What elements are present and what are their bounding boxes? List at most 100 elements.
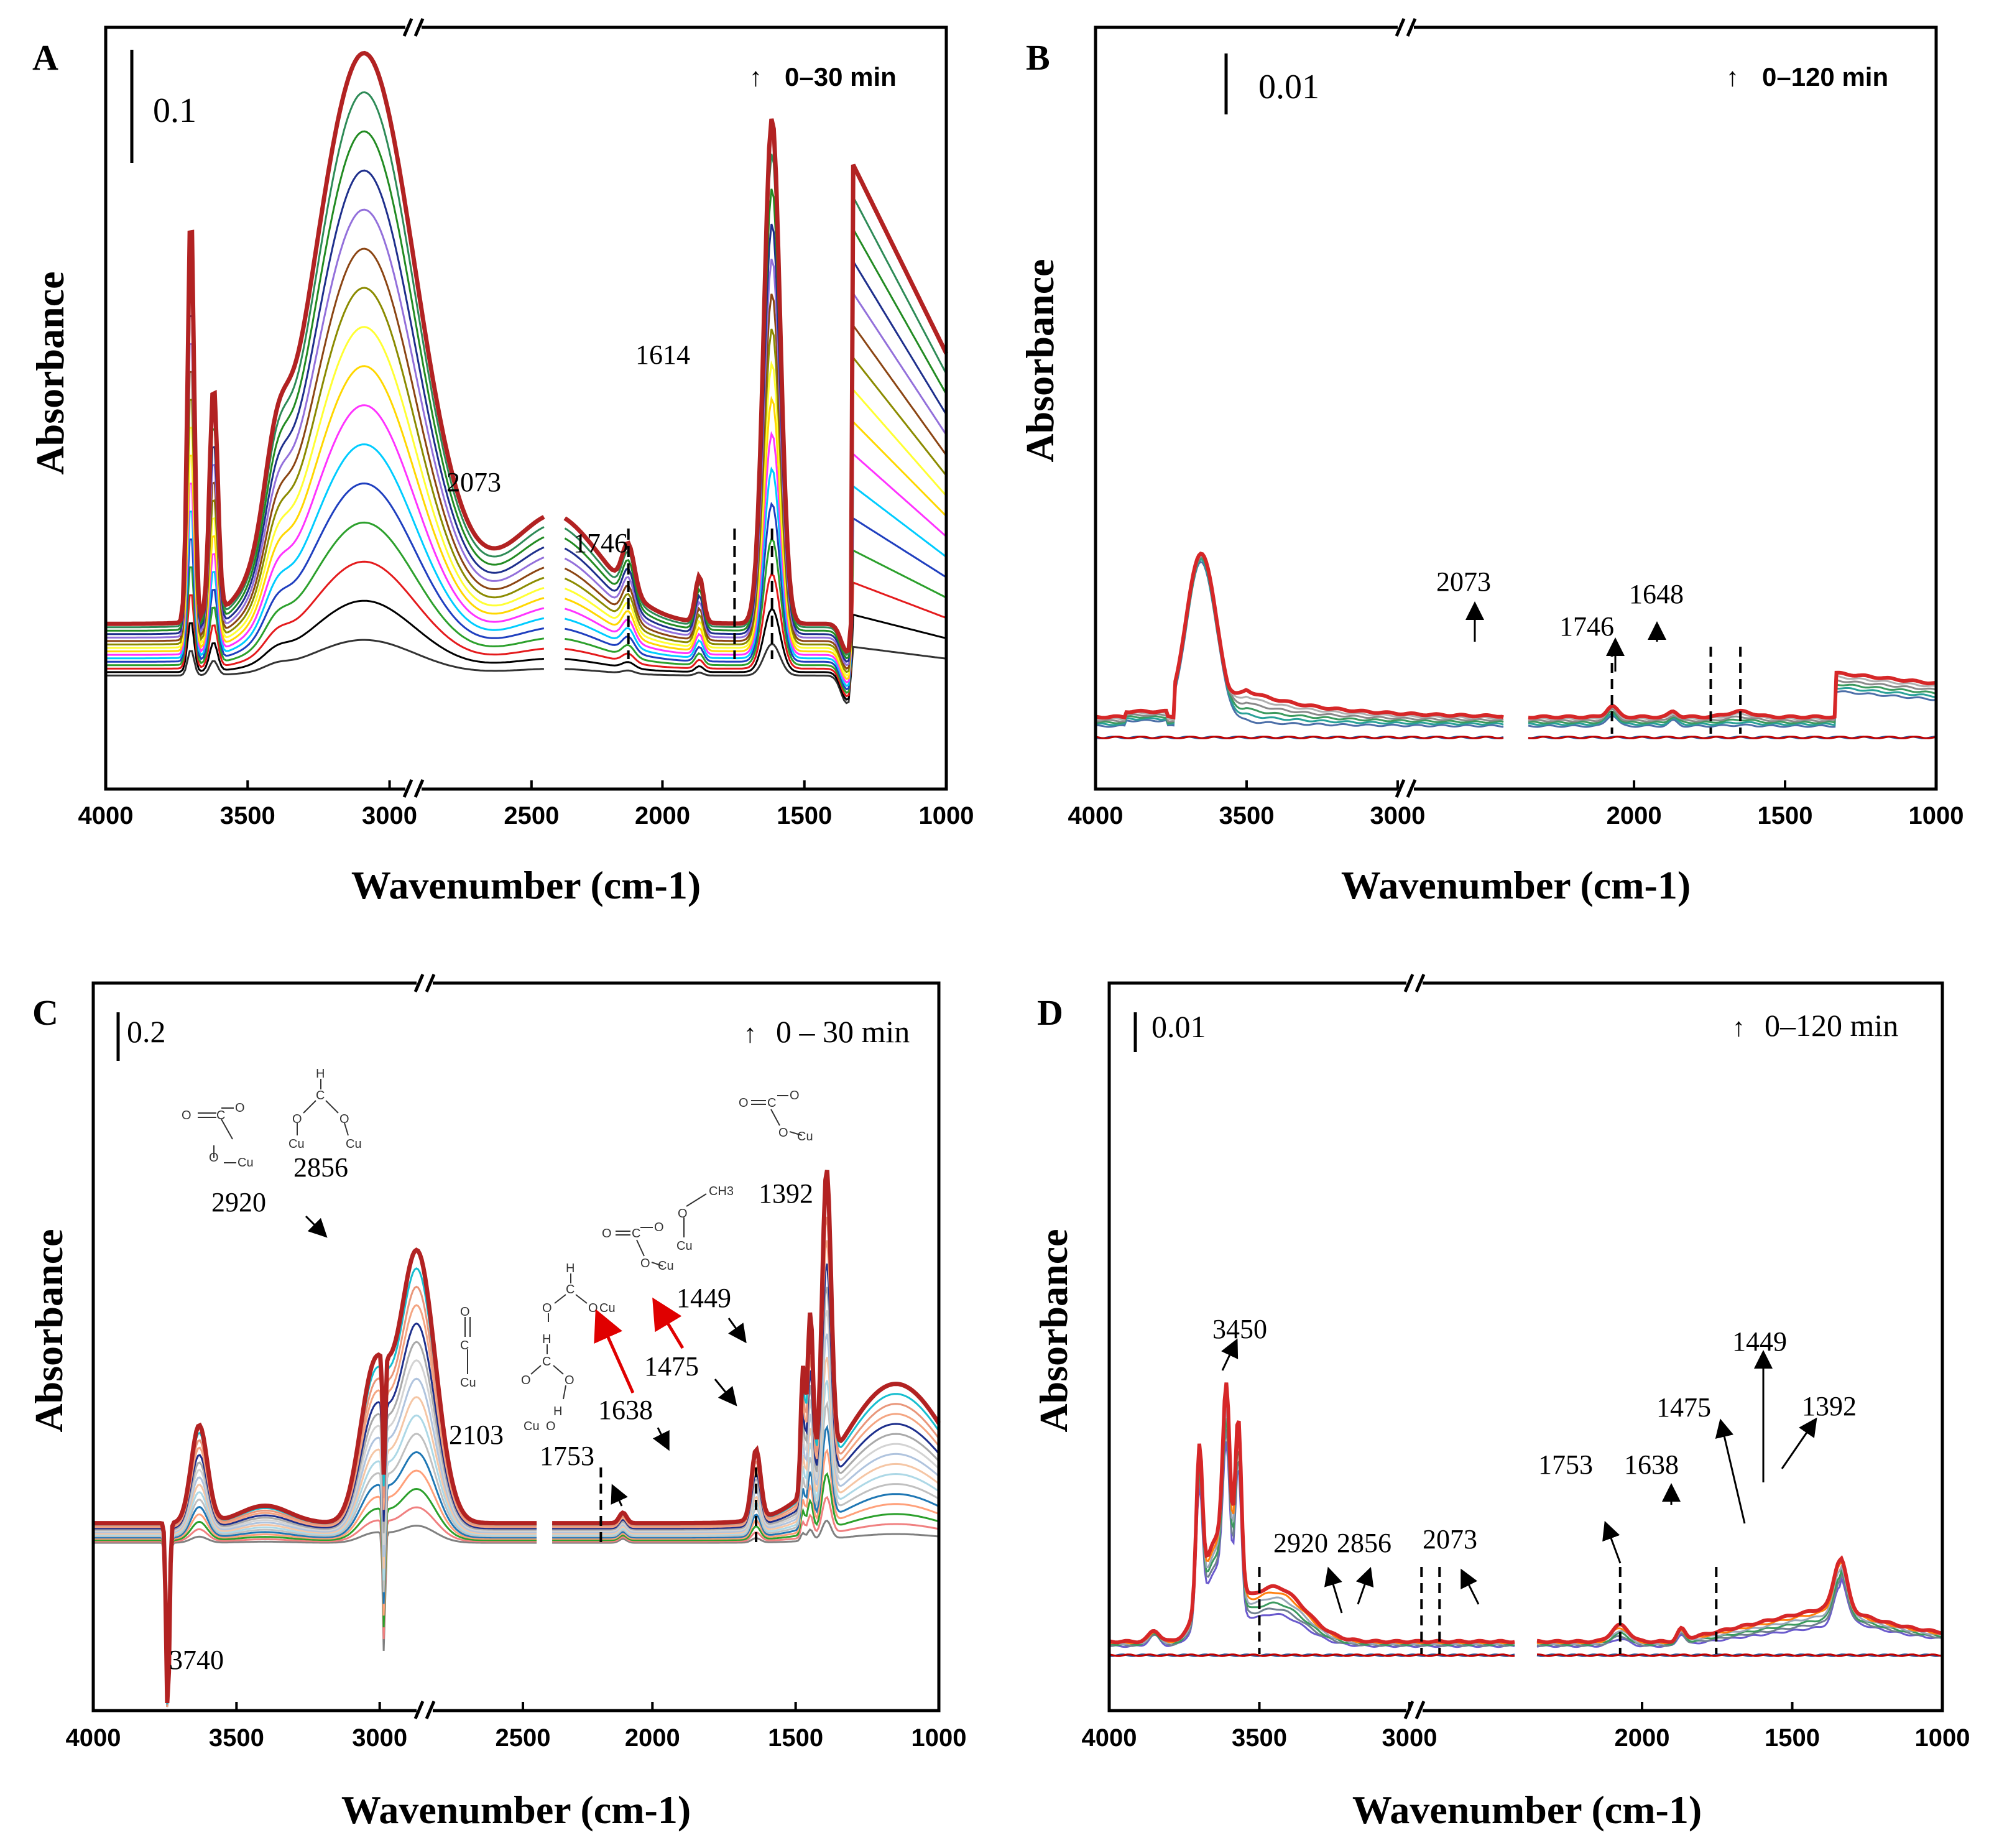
panel-a-series-12-seg-1 (106, 208, 545, 639)
panel-d-time-label: 0–120 min (1765, 1008, 1898, 1043)
x-tick-label: 1000 (911, 1724, 967, 1752)
panel-b-peak-1648: 1648 (1629, 579, 1684, 609)
panel-c-struct-h5: H (566, 1262, 575, 1275)
panel-d-time-arrow: ↑ (1732, 1012, 1745, 1042)
x-tick-label: 1000 (1915, 1724, 1970, 1752)
panel-c-time-arrow: ↑ (744, 1019, 757, 1048)
panel-c-arrow-1638 (652, 1427, 670, 1451)
panel-a-peak-1614: 1614 (635, 340, 690, 370)
panel-c-struct-o4a: O (521, 1374, 531, 1387)
panel-b-time-arrow: ↑ (1726, 62, 1739, 91)
panel-c-struct-o4c: O (546, 1420, 556, 1433)
panel-d-y-label: Absorbance (1031, 1229, 1076, 1432)
panel-c-series-7-seg-1 (93, 1414, 537, 1707)
panel-b-series-3-seg-1 (1096, 560, 1504, 728)
panel-b-series-6-seg-2 (1528, 678, 1937, 723)
x-tick-label: 3500 (1232, 1724, 1287, 1752)
panel-d-arrow-1753 (1602, 1520, 1622, 1564)
panel-c-struct-cu7: Cu (676, 1239, 693, 1253)
panel-c-series-14-seg-1 (93, 1285, 537, 1706)
panel-c-struct-o2b: O (339, 1112, 349, 1126)
panel-b-series-5-seg-1 (1095, 557, 1504, 724)
panel-c-time-label: 0 – 30 min (776, 1014, 910, 1049)
panel-d-series-4-seg-2 (1536, 1570, 1943, 1647)
panel-c-series-1-seg-1 (93, 1525, 537, 1707)
panel-c-peak-2920: 2920 (211, 1187, 266, 1217)
panel-b-series-2-seg-2 (1528, 736, 1937, 739)
panel-c-red-arrow-formate (594, 1309, 635, 1394)
panel-d-series-2-seg-2 (1536, 1653, 1943, 1657)
panel-c-struct-cu2b: Cu (346, 1137, 362, 1151)
x-tick-label: 3500 (1219, 802, 1274, 829)
panel-c-struct-o1c: O (209, 1151, 219, 1165)
panel-b-peak-1746: 1746 (1559, 611, 1614, 642)
panel-c-struct-o4b: O (565, 1374, 575, 1387)
panel-c-struct-cu2a: Cu (288, 1137, 305, 1151)
panel-b: B 0.01 ↑ 0–120 min 2073 1746 1648 4000 35… (1018, 18, 1964, 907)
panel-c-struct-o8c: O (778, 1126, 788, 1140)
panel-a-series-1-seg-1 (106, 639, 544, 677)
panel-a-y-label: Absorbance (28, 271, 72, 474)
panel-a-series-6-seg-2 (565, 466, 947, 687)
panel-d-peak-2920: 2920 (1273, 1528, 1328, 1558)
panel-a-series-14-seg-1 (106, 130, 545, 632)
panel-c-struct-o8b: O (790, 1089, 800, 1102)
panel-a-series-16-seg-1 (106, 50, 545, 626)
panel-c-struct-o8a: O (739, 1096, 749, 1110)
panel-c-struct-o6b: O (654, 1221, 664, 1234)
panel-b-series-4-seg-2 (1528, 686, 1937, 726)
panel-c-series-5-seg-1 (93, 1451, 537, 1707)
panel-b-series-5-seg-2 (1528, 683, 1937, 724)
panel-c-series-5-seg-2 (552, 1424, 939, 1539)
panel-c-struct-bicarbonate (530, 1344, 566, 1400)
panel-a-frame (104, 25, 948, 791)
x-tick-label: 2000 (625, 1724, 680, 1752)
panel-d-arrow-3450 (1221, 1338, 1239, 1371)
panel-d-scale-label: 0.01 (1151, 1009, 1206, 1044)
panel-c-axis-break (413, 974, 436, 1720)
panel-a-series-6-seg-1 (106, 443, 545, 660)
x-tick-label: 1500 (1765, 1724, 1820, 1752)
panel-a-series-8-seg-2 (564, 395, 948, 680)
x-tick-label: 4000 (78, 802, 134, 829)
panel-c-series-3-seg-2 (552, 1472, 939, 1541)
panel-c-peak-1638: 1638 (598, 1395, 653, 1425)
panel-d-letter: D (1037, 992, 1063, 1033)
panel-c-series-14-seg-2 (552, 1216, 940, 1527)
panel-a-series-7-seg-1 (106, 404, 545, 656)
panel-b-letter: B (1026, 37, 1050, 78)
x-tick-label: 3000 (362, 802, 417, 829)
panel-c-series-9-seg-2 (552, 1333, 939, 1533)
panel-a-time-arrow: ↑ (749, 62, 762, 91)
panel-c-scale-label: 0.2 (127, 1014, 166, 1049)
panel-a-x-label: Wavenumber (cm-1) (351, 863, 701, 907)
panel-c-series-6-seg-2 (552, 1400, 939, 1538)
x-tick-label: 3000 (1370, 802, 1425, 829)
x-tick-label: 2000 (1607, 802, 1662, 829)
panel-a-xticks: 4000 3500 3000 2500 2000 1500 1000 (78, 780, 974, 829)
panel-c-struct-o1b: O (235, 1101, 245, 1115)
panel-c-curves (93, 1170, 941, 1707)
x-tick-label: 4000 (1068, 802, 1124, 829)
panel-c-struct-cu3: Cu (460, 1376, 476, 1390)
panel-d-peak-2073: 2073 (1423, 1524, 1477, 1555)
panel-c-struct-o5b: O (588, 1301, 598, 1315)
x-tick-label: 2000 (1615, 1724, 1670, 1752)
panel-c-series-2-seg-2 (552, 1495, 939, 1543)
panel-c-struct-cu5: Cu (599, 1301, 616, 1315)
panel-a-series-15-seg-1 (106, 91, 545, 629)
panel-a-series-11-seg-1 (106, 247, 545, 642)
panel-d: D 0.01 ↑ 0–120 min 3450 2920 2856 2073 1… (1031, 974, 1970, 1832)
panel-c-struct-o6c: O (640, 1257, 650, 1270)
panel-c-struct-cu4: Cu (524, 1420, 540, 1433)
panel-a-series-3-seg-1 (106, 560, 545, 670)
panel-d-series-1-seg-2 (1536, 1653, 1943, 1657)
panel-a-time-label: 0–30 min (785, 62, 897, 91)
panel-c-xticks: 4000 3500 3000 2500 2000 1500 1000 (66, 1702, 967, 1752)
panel-c-struct-carbonate-2 (616, 1227, 663, 1267)
x-tick-label: 1500 (777, 802, 832, 829)
panel-d-curves (1109, 1382, 1943, 1657)
x-tick-label: 3500 (220, 802, 275, 829)
panel-d-arrow-2073 (1461, 1568, 1480, 1605)
